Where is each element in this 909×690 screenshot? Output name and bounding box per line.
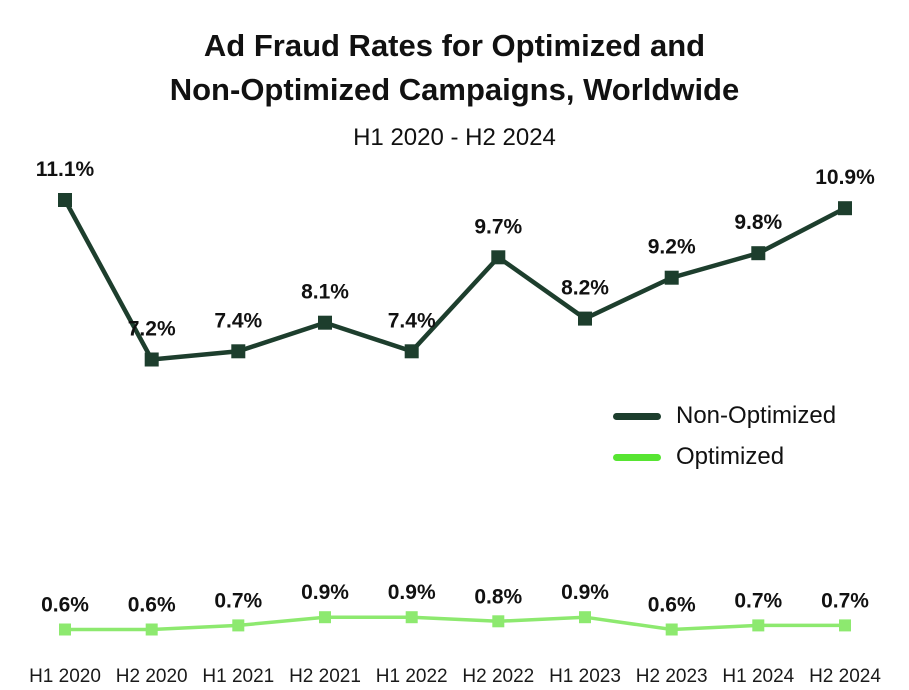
non-optimized-data-label: 11.1% <box>36 158 95 181</box>
non-optimized-marker-h2-2020 <box>144 352 159 367</box>
non-optimized-data-label: 7.2% <box>128 318 176 341</box>
non-optimized-data-label: 9.8% <box>734 211 782 234</box>
chart-title-line2: Non-Optimized Campaigns, Worldwide <box>169 72 740 107</box>
optimized-data-label: 0.9% <box>301 581 349 604</box>
optimized-data-label: 0.7% <box>734 589 782 612</box>
x-axis-label: H1 2024 <box>722 666 794 687</box>
non-optimized-marker-h1-2024 <box>751 246 766 261</box>
legend-label: Non-Optimized <box>676 402 837 429</box>
optimized-data-label: 0.9% <box>388 581 436 604</box>
optimized-marker-h2-2024 <box>839 619 851 632</box>
optimized-marker-h1-2021 <box>232 619 245 632</box>
non-optimized-data-label: 9.7% <box>474 215 522 238</box>
non-optimized-marker-h2-2021 <box>318 315 332 330</box>
non-optimized-marker-h2-2022 <box>491 250 506 265</box>
non-optimized-marker-h2-2023 <box>664 270 679 285</box>
optimized-marker-h2-2020 <box>145 623 158 636</box>
non-optimized-data-label: 7.4% <box>388 309 436 332</box>
non-optimized-data-label: 8.1% <box>301 281 349 304</box>
non-optimized-data-label: 10.9% <box>815 166 875 189</box>
non-optimized-marker-h1-2020 <box>58 193 72 207</box>
optimized-marker-h1-2024 <box>752 619 765 632</box>
optimized-marker-h1-2022 <box>405 611 418 624</box>
optimized-marker-h2-2022 <box>492 615 505 628</box>
legend-item-non-optimized: Non-Optimized <box>613 402 836 430</box>
non-optimized-line <box>63 198 847 362</box>
legend-label: Optimized <box>676 443 785 470</box>
chart-subtitle: H1 2020 - H2 2024 <box>353 124 556 151</box>
x-axis-label: H2 2023 <box>636 666 708 687</box>
non-optimized-data-label: 8.2% <box>561 277 609 300</box>
x-axis-label: H2 2020 <box>116 666 188 687</box>
x-axis-label: H1 2020 <box>29 666 101 687</box>
x-axis-label: H2 2022 <box>462 666 534 687</box>
optimized-data-label: 0.7% <box>821 589 869 612</box>
optimized-data-label: 0.6% <box>648 594 696 617</box>
x-axis-label: H1 2021 <box>202 666 274 687</box>
non-optimized-marker-h2-2024 <box>838 201 852 216</box>
x-axis-label: H1 2022 <box>376 666 448 687</box>
non-optimized-data-label: 9.2% <box>648 236 696 259</box>
x-axis-label: H2 2021 <box>289 666 361 687</box>
x-axis-label: H1 2023 <box>549 666 621 687</box>
legend-swatch-non-optimized <box>613 412 661 420</box>
chart-title-line1: Ad Fraud Rates for Optimized and <box>203 28 706 63</box>
optimized-data-label: 0.6% <box>128 594 176 617</box>
optimized-data-label: 0.9% <box>561 581 609 604</box>
optimized-line <box>65 615 845 632</box>
non-optimized-marker-h1-2022 <box>404 344 419 359</box>
optimized-marker-h2-2023 <box>665 623 678 636</box>
optimized-data-label: 0.8% <box>474 585 522 608</box>
legend-item-optimized: Optimized <box>613 443 836 471</box>
chart-legend: Non-Optimized Optimized <box>613 402 836 471</box>
page-title: Ad Fraud Rates for Optimized and Non-Opt… <box>0 24 909 112</box>
x-axis-label: H2 2024 <box>809 666 881 687</box>
optimized-marker-h1-2023 <box>579 611 591 624</box>
optimized-marker-h1-2020 <box>59 623 71 636</box>
non-optimized-marker-h1-2021 <box>231 344 246 359</box>
non-optimized-data-label: 7.4% <box>214 309 262 332</box>
optimized-data-label: 0.7% <box>214 589 262 612</box>
non-optimized-marker-h1-2023 <box>578 311 592 326</box>
legend-swatch-optimized <box>613 453 661 461</box>
optimized-marker-h2-2021 <box>319 611 331 624</box>
optimized-data-label: 0.6% <box>41 594 89 617</box>
